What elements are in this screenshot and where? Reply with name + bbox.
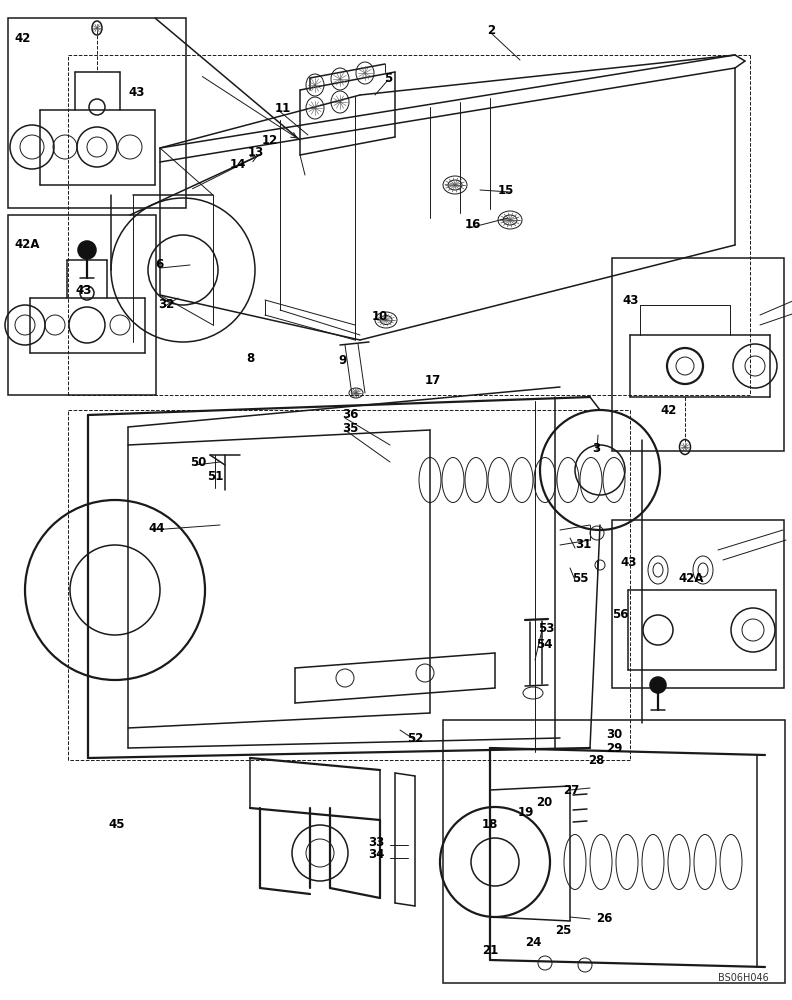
Text: 35: 35 xyxy=(342,422,358,434)
Circle shape xyxy=(78,241,96,259)
Text: 16: 16 xyxy=(465,219,482,232)
Circle shape xyxy=(650,677,666,693)
Text: 25: 25 xyxy=(555,924,571,936)
Text: 34: 34 xyxy=(368,848,384,861)
Text: 12: 12 xyxy=(262,133,278,146)
Text: 42: 42 xyxy=(660,403,676,416)
Text: 33: 33 xyxy=(368,836,384,848)
Text: 51: 51 xyxy=(207,470,223,483)
Text: 43: 43 xyxy=(620,556,637,568)
Text: 43: 43 xyxy=(75,284,91,296)
Text: 26: 26 xyxy=(596,912,612,924)
Text: 3: 3 xyxy=(592,442,600,454)
Text: 53: 53 xyxy=(538,621,554,635)
Text: 43: 43 xyxy=(128,87,144,100)
Text: 20: 20 xyxy=(536,796,552,808)
Bar xyxy=(8,18,186,208)
Text: 42A: 42A xyxy=(14,238,40,251)
Text: 44: 44 xyxy=(148,522,165,534)
Text: 28: 28 xyxy=(588,754,604,766)
Text: 42: 42 xyxy=(14,31,30,44)
Text: 11: 11 xyxy=(275,102,291,114)
Text: 29: 29 xyxy=(606,742,623,754)
Text: 5: 5 xyxy=(384,72,392,85)
Text: 36: 36 xyxy=(342,408,358,422)
Text: 17: 17 xyxy=(425,373,441,386)
Text: 30: 30 xyxy=(606,728,623,742)
Text: 27: 27 xyxy=(563,784,579,796)
Text: 45: 45 xyxy=(108,818,124,832)
Text: 18: 18 xyxy=(482,818,498,832)
Text: 42A: 42A xyxy=(678,572,703,584)
Text: 52: 52 xyxy=(407,732,424,744)
Text: 31: 31 xyxy=(575,538,592,552)
Text: 2: 2 xyxy=(487,23,495,36)
Text: 56: 56 xyxy=(612,608,629,621)
Text: 54: 54 xyxy=(536,638,553,650)
Bar xyxy=(612,520,784,688)
Text: 57: 57 xyxy=(90,216,106,229)
Text: 43: 43 xyxy=(622,294,638,306)
Text: BS06H046: BS06H046 xyxy=(718,973,769,983)
Text: 19: 19 xyxy=(518,806,535,818)
Bar xyxy=(8,215,156,395)
Text: 32: 32 xyxy=(158,298,174,312)
Text: 15: 15 xyxy=(498,184,514,196)
Bar xyxy=(443,720,785,983)
Text: 13: 13 xyxy=(248,146,265,159)
Text: 8: 8 xyxy=(246,352,254,364)
Text: 50: 50 xyxy=(190,456,207,468)
Bar xyxy=(612,258,784,451)
Text: 21: 21 xyxy=(482,944,498,956)
Text: 6: 6 xyxy=(155,258,163,271)
Text: 24: 24 xyxy=(525,936,542,948)
Text: 14: 14 xyxy=(230,158,246,172)
Text: 9: 9 xyxy=(338,354,346,366)
Text: 10: 10 xyxy=(372,310,388,324)
Text: 55: 55 xyxy=(572,572,588,584)
